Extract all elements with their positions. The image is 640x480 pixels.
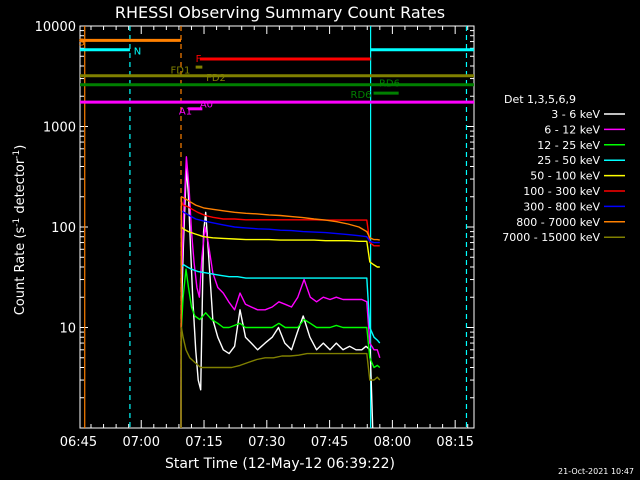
state-bar-label: A0 xyxy=(200,99,213,110)
plot-frame xyxy=(79,25,475,429)
legend-entry-label: 7000 - 15000 keV xyxy=(502,231,600,244)
legend-entry-label: 50 - 100 keV xyxy=(530,170,600,183)
plot-area: 10 100 1000 10000 06:45 07:00 07:15 07:30 07:45 0… xyxy=(35,20,475,450)
x-tick-label: 07:15 xyxy=(185,435,222,450)
state-bar-label: S xyxy=(78,38,84,49)
series-line-6 xyxy=(180,200,380,429)
series-line-9 xyxy=(180,326,381,429)
state-bar-label: A1 xyxy=(179,106,192,117)
x-tick-label: 07:30 xyxy=(248,435,285,450)
y-tick-label: 10 xyxy=(59,322,76,337)
chart-title: RHESSI Observing Summary Count Rates xyxy=(115,3,445,22)
y-axis-label: Count Rate (s-1 detector-1) xyxy=(12,145,28,316)
x-tick-label: 08:00 xyxy=(374,435,411,450)
footer-date: 21-Oct-2021 10:47 xyxy=(558,467,634,476)
y-tick-label: 10000 xyxy=(35,20,76,35)
y-tick-label: 1000 xyxy=(43,121,76,136)
state-bar-label: N xyxy=(134,47,141,58)
state-bar-label: RD6 xyxy=(379,78,400,89)
y-tick-label: 100 xyxy=(51,221,76,236)
state-bar-label: FD2 xyxy=(206,73,226,84)
legend-entry-label: 3 - 6 keV xyxy=(551,108,600,121)
x-tick-label: 08:15 xyxy=(436,435,473,450)
x-tick-label: 07:45 xyxy=(311,435,348,450)
legend-entry-label: 300 - 800 keV xyxy=(523,200,600,213)
legend-entry-label: 25 - 50 keV xyxy=(537,154,600,167)
legend-entry-label: 12 - 25 keV xyxy=(537,139,600,152)
legend: Det 1,3,5,6,9 3 - 6 keV 6 - 12 keV 12 - 25 … xyxy=(502,93,625,244)
series-line-2 xyxy=(180,156,381,429)
legend-title: Det 1,3,5,6,9 xyxy=(504,93,576,106)
series-line-5 xyxy=(180,226,380,429)
series-line-1 xyxy=(180,165,374,429)
state-bar-label: RD6 xyxy=(351,90,372,101)
x-tick-label: 06:45 xyxy=(60,435,97,450)
legend-entry-label: 100 - 300 keV xyxy=(523,185,600,198)
legend-entry-label: 800 - 7000 keV xyxy=(516,216,600,229)
x-axis-label: Start Time (12-May-12 06:39:22) xyxy=(165,456,395,472)
series-line-8 xyxy=(180,196,380,429)
series-line-7 xyxy=(180,210,380,429)
state-bar-label: F xyxy=(196,54,202,65)
state-bar-label: FD1 xyxy=(171,65,191,76)
x-tick-label: 07:00 xyxy=(123,435,160,450)
series-line-4 xyxy=(180,264,381,429)
legend-entry-label: 6 - 12 keV xyxy=(544,123,600,136)
series-line-3 xyxy=(180,268,381,429)
